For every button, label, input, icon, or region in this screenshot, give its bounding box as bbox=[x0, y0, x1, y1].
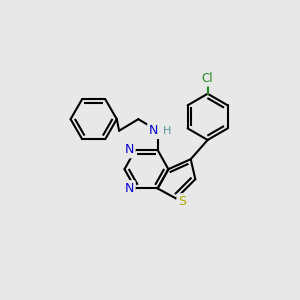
Text: N: N bbox=[124, 143, 134, 157]
Text: N: N bbox=[124, 182, 134, 195]
Text: Cl: Cl bbox=[202, 72, 214, 85]
Text: S: S bbox=[178, 195, 186, 208]
Text: N: N bbox=[149, 124, 158, 137]
Text: H: H bbox=[163, 126, 171, 136]
